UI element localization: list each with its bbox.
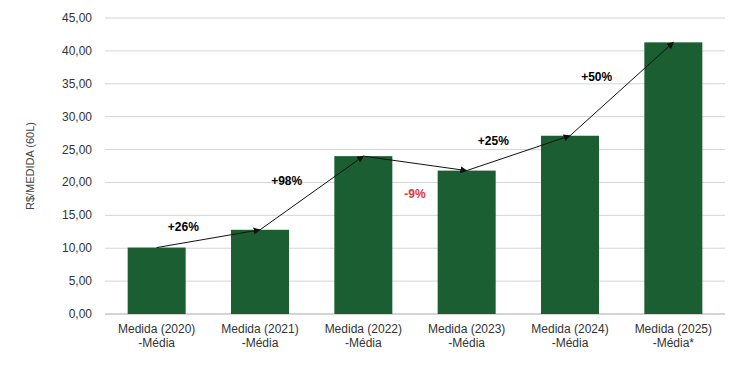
- x-tick-label: Medida (2020)-Média: [118, 322, 195, 350]
- y-tick-label: 30,00: [62, 110, 92, 124]
- bar: [541, 136, 599, 314]
- bar: [438, 171, 496, 314]
- grid-line: [105, 248, 725, 249]
- annotation: +98%: [271, 174, 302, 188]
- y-tick-label: 40,00: [62, 44, 92, 58]
- chart-container: 0,00 5,00 10,00 15,00 20,00 25,00 30,00 35,00 40…: [0, 0, 751, 372]
- x-tick-label: Medida (2024)-Média: [531, 322, 608, 350]
- bars: [128, 42, 703, 314]
- y-tick-label: 45,00: [62, 11, 92, 25]
- x-tick-label: Medida (2025)-Média*: [635, 322, 712, 350]
- trend-arrow: [260, 156, 363, 230]
- grid-line: [105, 149, 725, 150]
- trend-arrow: [363, 156, 466, 170]
- y-tick-label: 35,00: [62, 77, 92, 91]
- x-tick-label: Medida (2022)-Média: [325, 322, 402, 350]
- x-tick-label: Medida (2023)-Média: [428, 322, 505, 350]
- bar: [334, 156, 392, 314]
- y-tick-label: 0,00: [69, 307, 93, 321]
- chart: 0,00 5,00 10,00 15,00 20,00 25,00 30,00 35,00 40…: [0, 0, 751, 372]
- x-axis-line: [105, 314, 725, 315]
- grid-line: [105, 182, 725, 183]
- bar: [231, 230, 289, 314]
- y-tick-label: 5,00: [69, 274, 93, 288]
- annotation: -9%: [404, 187, 426, 201]
- y-tick-label: 20,00: [62, 175, 92, 189]
- grid-line: [105, 83, 725, 84]
- trend-arrow: [570, 42, 673, 135]
- grid-line: [105, 314, 725, 315]
- trend-arrows: [157, 42, 674, 247]
- y-tick-label: 15,00: [62, 208, 92, 222]
- grid-line: [105, 116, 725, 117]
- bar: [644, 42, 702, 314]
- y-axis-label: R$/MEDIDA (60L): [24, 122, 36, 210]
- y-tick-label: 25,00: [62, 143, 92, 157]
- grid: [105, 18, 725, 314]
- grid-line: [105, 281, 725, 282]
- grid-line: [105, 50, 725, 51]
- grid-line: [105, 18, 725, 19]
- y-tick-label: 10,00: [62, 241, 92, 255]
- annotation: +26%: [168, 220, 199, 234]
- annotation: +25%: [478, 134, 509, 148]
- bar: [128, 248, 186, 314]
- annotation: +50%: [581, 70, 612, 84]
- grid-line: [105, 215, 725, 216]
- x-tick-label: Medida (2021)-Média: [221, 322, 298, 350]
